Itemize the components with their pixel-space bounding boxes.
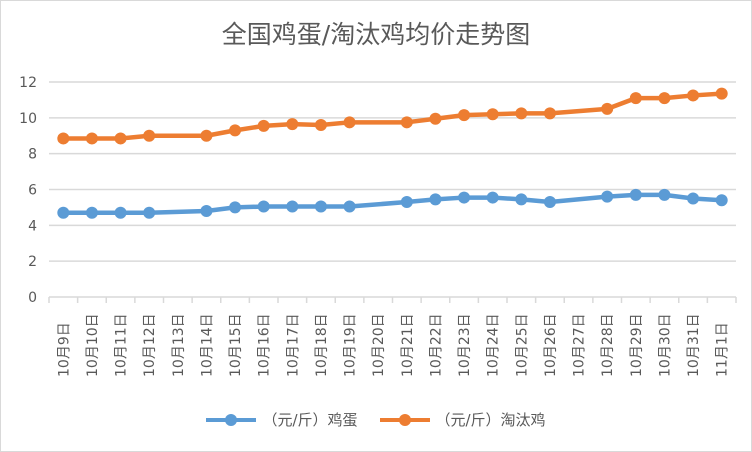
data-point-1 <box>200 129 213 142</box>
data-point-1 <box>658 92 671 105</box>
x-tick-label: 10月12日 <box>142 313 158 377</box>
data-point-1 <box>85 132 98 145</box>
data-point-0 <box>429 193 442 206</box>
x-tick-label: 10月15日 <box>228 313 244 377</box>
legend-item-egg: （元/斤）鸡蛋 <box>206 409 358 430</box>
x-tick-label: 10月28日 <box>600 313 616 377</box>
data-point-1 <box>400 116 413 129</box>
data-point-0 <box>515 193 528 206</box>
x-tick-label: 10月23日 <box>457 313 473 377</box>
data-point-1 <box>114 132 127 145</box>
data-point-1 <box>257 119 270 132</box>
x-tick-label: 10月13日 <box>171 313 187 377</box>
y-tick-label: 12 <box>19 75 37 91</box>
series-line-0 <box>63 192 722 216</box>
data-point-1 <box>543 107 556 120</box>
x-tick-label: 10月27日 <box>572 313 588 377</box>
x-tick-label: 10月19日 <box>343 313 359 377</box>
legend-item-hen: （元/斤）淘汰鸡 <box>379 409 546 430</box>
data-point-0 <box>543 196 556 209</box>
data-point-1 <box>458 109 471 122</box>
x-tick-label: 11月1日 <box>715 322 731 377</box>
x-tick-label: 10月9日 <box>56 322 72 377</box>
data-point-0 <box>458 191 471 204</box>
x-tick-label: 10月11日 <box>114 313 130 377</box>
data-point-0 <box>229 201 242 214</box>
data-point-1 <box>143 129 156 142</box>
x-tick-label: 10月31日 <box>686 313 702 377</box>
x-tick-label: 10月14日 <box>199 313 215 377</box>
data-point-0 <box>486 191 499 204</box>
data-point-0 <box>314 200 327 213</box>
y-tick-label: 10 <box>19 111 37 127</box>
legend-marker-egg <box>206 413 257 426</box>
x-tick-label: 10月25日 <box>514 313 530 377</box>
data-point-1 <box>429 112 442 125</box>
x-tick-label: 10月10日 <box>85 313 101 377</box>
legend-label-hen: （元/斤）淘汰鸡 <box>435 411 546 429</box>
x-tick-label: 10月30日 <box>657 313 673 377</box>
data-point-1 <box>486 108 499 121</box>
data-point-0 <box>343 200 356 213</box>
y-tick-label: 8 <box>28 147 37 163</box>
data-point-0 <box>601 190 614 203</box>
data-point-0 <box>57 206 70 219</box>
x-tick-label: 10月21日 <box>400 313 416 377</box>
data-point-0 <box>400 196 413 209</box>
x-tick-label: 10月29日 <box>629 313 645 377</box>
data-point-0 <box>658 188 671 201</box>
series-line-1 <box>63 91 722 141</box>
data-point-1 <box>229 124 242 137</box>
data-point-1 <box>286 118 299 131</box>
data-point-1 <box>314 119 327 131</box>
plot-area: 0 2 4 6 8 10 12 10月9日 10月10日 10月11日 10月12日 10月13日 10… <box>19 75 737 377</box>
x-tick-label: 10月18日 <box>314 313 330 377</box>
x-tick-label: 10月17日 <box>285 313 301 377</box>
data-point-1 <box>601 102 614 115</box>
data-point-0 <box>715 194 728 207</box>
data-point-1 <box>343 116 356 129</box>
x-tick-label: 10月16日 <box>257 313 273 377</box>
data-point-0 <box>687 192 700 205</box>
data-point-1 <box>687 89 700 102</box>
x-tick-label: 10月20日 <box>371 313 387 377</box>
y-tick-label: 0 <box>28 290 37 306</box>
data-point-0 <box>200 205 213 217</box>
data-point-0 <box>629 188 642 201</box>
data-point-0 <box>143 206 156 219</box>
data-point-0 <box>114 206 127 219</box>
legend: （元/斤）鸡蛋 （元/斤）淘汰鸡 <box>1 409 751 430</box>
data-point-0 <box>286 200 299 213</box>
data-point-1 <box>57 132 70 145</box>
y-tick-label: 6 <box>28 183 37 199</box>
data-point-1 <box>515 107 528 120</box>
data-point-0 <box>85 206 98 219</box>
y-tick-label: 4 <box>28 218 37 234</box>
legend-marker-hen <box>379 413 430 426</box>
chart-title: 全国鸡蛋/淘汰鸡均价走势图 <box>221 20 531 49</box>
data-point-0 <box>257 200 270 213</box>
x-tick-label: 10月26日 <box>543 313 559 377</box>
x-tick-label: 10月22日 <box>428 313 444 377</box>
x-tick-label: 10月24日 <box>486 313 502 377</box>
data-point-1 <box>629 92 642 105</box>
data-point-1 <box>715 87 728 100</box>
legend-label-egg: （元/斤）鸡蛋 <box>262 411 358 429</box>
y-tick-label: 2 <box>28 254 37 270</box>
